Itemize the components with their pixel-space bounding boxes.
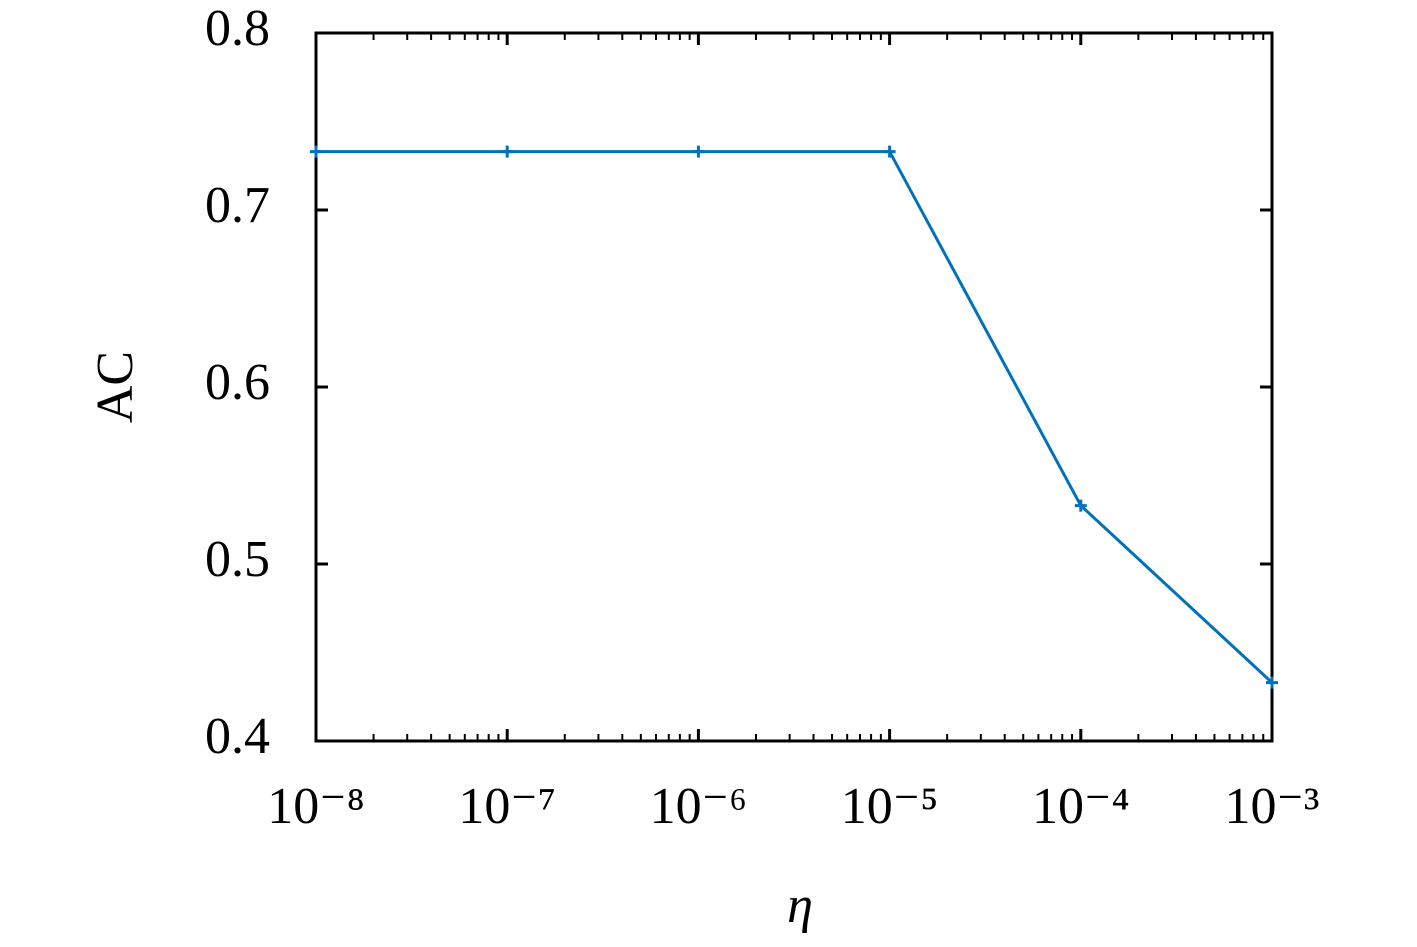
- x-tick-label: 10⁻⁸: [267, 778, 365, 835]
- y-axis-label: AC: [87, 351, 144, 423]
- plot-frame: [314, 31, 1274, 743]
- y-tick-label: 0.6: [205, 354, 270, 411]
- x-tick-label: 10⁻⁵: [841, 778, 939, 835]
- marker: [1266, 676, 1278, 689]
- line: [316, 150, 1274, 684]
- x-tick-label: 10⁻⁷: [458, 778, 556, 835]
- marker: [1074, 499, 1087, 512]
- x-tick-label: 10⁻⁴: [1032, 778, 1130, 835]
- marker: [310, 145, 322, 158]
- y-tick-label: 0.7: [205, 177, 270, 234]
- marker: [692, 145, 705, 158]
- x-axis-label: η: [787, 877, 813, 934]
- marker: [883, 145, 896, 158]
- y-tick-label: 0.5: [205, 531, 270, 588]
- y-tick-label: 0.4: [205, 708, 270, 765]
- marker: [501, 145, 514, 158]
- y-tick-label: 0.8: [205, 0, 270, 57]
- x-tick-label: 10⁻³: [1224, 778, 1319, 835]
- x-tick-label: 10⁻⁶: [650, 778, 748, 835]
